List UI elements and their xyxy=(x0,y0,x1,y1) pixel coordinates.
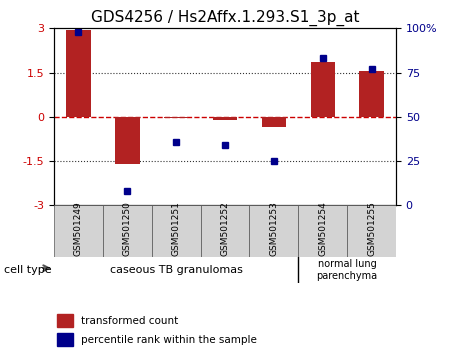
Bar xyxy=(115,117,140,164)
Bar xyxy=(58,314,73,327)
Bar xyxy=(310,62,335,117)
Text: GSM501255: GSM501255 xyxy=(367,201,376,256)
Text: GSM501250: GSM501250 xyxy=(123,201,132,256)
Text: GSM501254: GSM501254 xyxy=(318,201,327,256)
Text: GSM501249: GSM501249 xyxy=(74,201,83,256)
Text: GSM501251: GSM501251 xyxy=(171,201,180,256)
Bar xyxy=(201,205,249,257)
Bar xyxy=(249,205,298,257)
Text: GSM501253: GSM501253 xyxy=(270,201,279,256)
Bar xyxy=(54,205,103,257)
Bar xyxy=(298,205,347,257)
Bar xyxy=(58,333,73,346)
Bar xyxy=(152,205,201,257)
Text: transformed count: transformed count xyxy=(81,316,179,326)
Bar xyxy=(261,117,286,127)
Bar xyxy=(213,117,237,120)
Text: normal lung
parenchyma: normal lung parenchyma xyxy=(317,259,378,281)
Title: GDS4256 / Hs2Affx.1.293.S1_3p_at: GDS4256 / Hs2Affx.1.293.S1_3p_at xyxy=(91,9,359,25)
Text: GSM501252: GSM501252 xyxy=(220,201,230,256)
Bar xyxy=(164,117,189,118)
Text: cell type: cell type xyxy=(4,265,52,275)
Bar xyxy=(360,71,384,117)
Bar xyxy=(347,205,396,257)
Text: caseous TB granulomas: caseous TB granulomas xyxy=(110,265,243,275)
Text: percentile rank within the sample: percentile rank within the sample xyxy=(81,335,257,345)
Bar xyxy=(103,205,152,257)
Bar xyxy=(66,30,90,117)
